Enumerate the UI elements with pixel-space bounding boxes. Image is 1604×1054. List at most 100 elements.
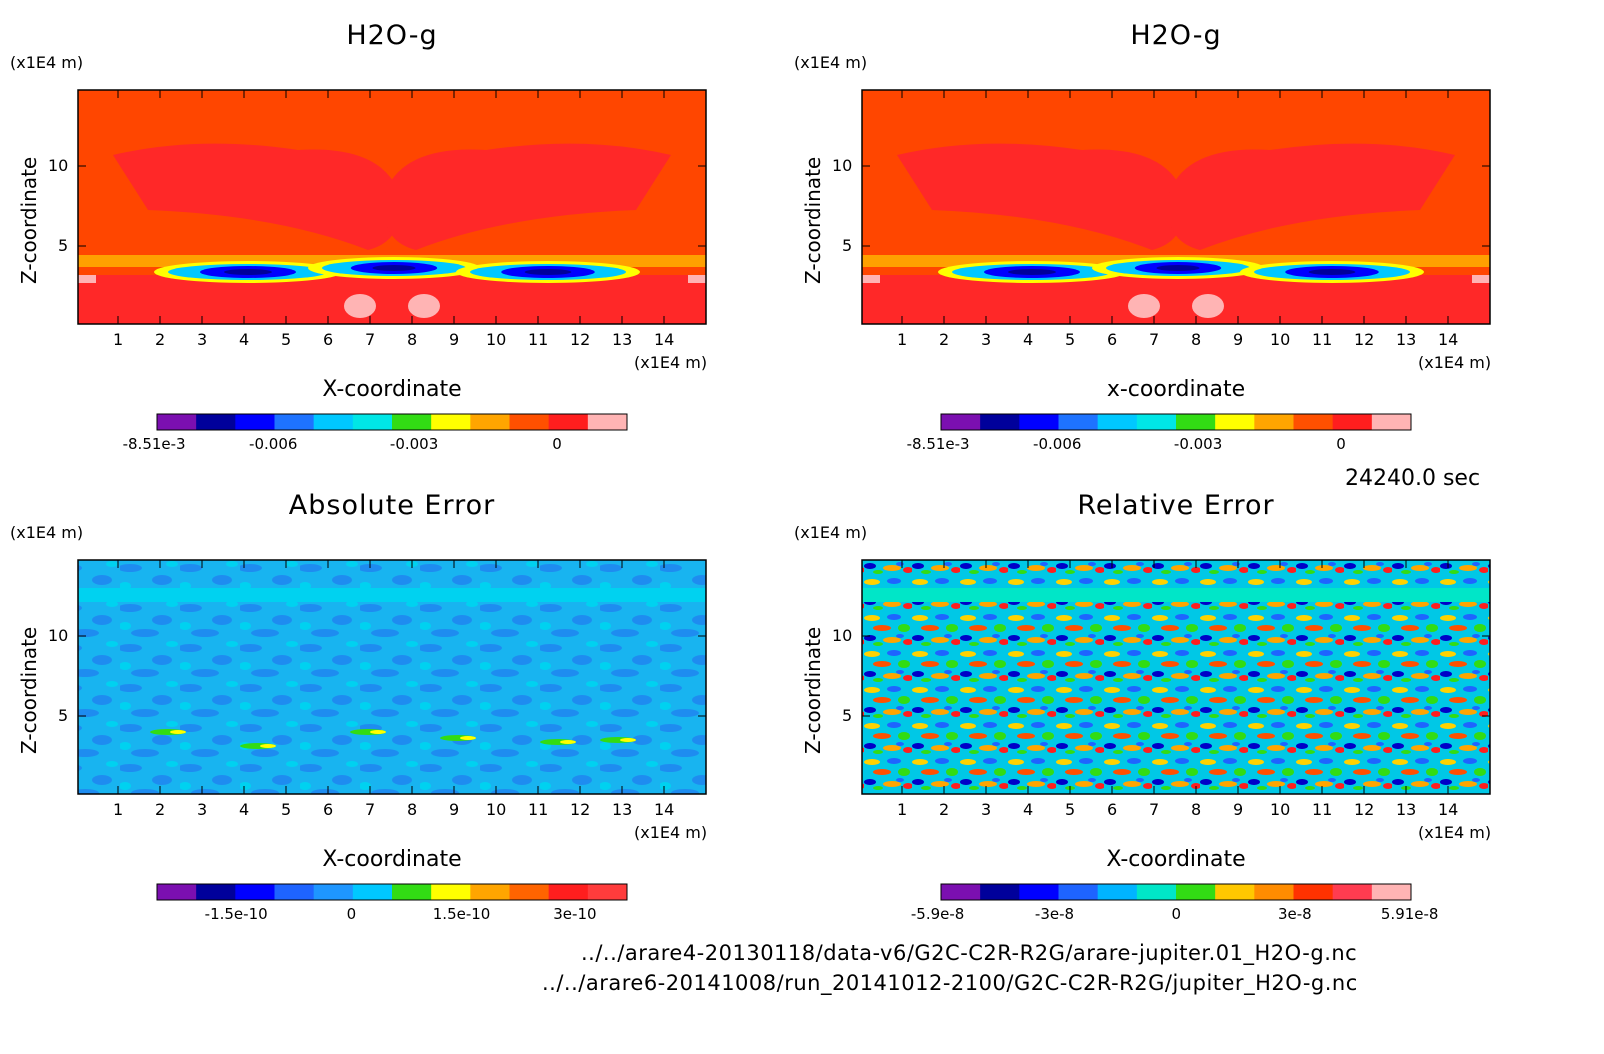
x-tick-label: 6 (1107, 330, 1118, 349)
colorbar-tick-label: 0 (346, 905, 357, 923)
field-region-lower (862, 275, 1490, 324)
colorbar-tick-label: -0.003 (389, 435, 439, 453)
colorbar-tick-label: -0.006 (249, 435, 298, 453)
x-tick-label: 4 (1023, 330, 1034, 349)
colorbar-segment (509, 884, 550, 900)
colorbar-segment (509, 414, 550, 430)
x-tick-label: 3 (981, 330, 992, 349)
file-path-2: ../../arare6-20141008/run_20141012-2100/… (542, 971, 1358, 995)
colorbar-tick-label: 3e-8 (1277, 905, 1312, 923)
colorbar-segment (470, 884, 510, 900)
colorbar-tick-label: 0 (552, 435, 562, 453)
colorbar-segment (313, 884, 354, 900)
y-tick-label: 5 (58, 236, 69, 255)
x-tick-label: 8 (1191, 800, 1202, 819)
x-tick-label: 8 (407, 330, 418, 349)
panel-title: Absolute Error (288, 490, 496, 521)
colorbar-segment (941, 414, 981, 430)
x-tick-label: 6 (323, 800, 334, 819)
colorbar-segment (313, 414, 354, 430)
field-pink-edge (862, 275, 880, 283)
x-tick-label: 4 (1023, 800, 1034, 819)
colorbar-segment (1332, 884, 1373, 900)
colorbar-tick-label: -0.003 (1173, 435, 1223, 453)
field-lens-core (524, 269, 572, 275)
x-tick-label: 1 (897, 800, 908, 819)
colorbar-segment (980, 884, 1020, 900)
field-band (862, 588, 1490, 602)
field-pink-edge (688, 275, 706, 283)
y-unit-label: (x1E4 m) (794, 523, 868, 542)
colorbar-tick-label: -5.9e-8 (910, 905, 965, 923)
x-tick-label: 2 (155, 330, 166, 349)
x-tick-label: 9 (449, 800, 460, 819)
x-tick-label: 11 (1312, 800, 1333, 819)
x-tick-label: 12 (1354, 330, 1375, 349)
x-tick-label: 10 (486, 800, 507, 819)
colorbar-tick-label: 1.5e-10 (432, 905, 491, 923)
time-label: 24240.0 sec (1345, 466, 1481, 491)
x-tick-label: 10 (1270, 800, 1291, 819)
colorbar-segment (1097, 414, 1138, 430)
x-tick-label: 14 (654, 330, 675, 349)
x-unit-label: (x1E4 m) (1418, 353, 1492, 372)
plot-frame (77, 89, 707, 325)
y-tick-label: 5 (842, 236, 853, 255)
x-tick-label: 5 (1065, 800, 1076, 819)
colorbar-tick-label: -8.51e-3 (906, 435, 970, 453)
field-blob-yellow (620, 738, 636, 742)
field-pink-blob (1128, 294, 1160, 318)
colorbar-segment (548, 884, 589, 900)
x-tick-label: 6 (323, 330, 334, 349)
x-tick-label: 2 (939, 800, 950, 819)
colorbar-segment (1136, 884, 1177, 900)
colorbar-segment (392, 884, 432, 900)
colorbar-segment (587, 884, 628, 900)
y-tick-label: 10 (832, 156, 853, 175)
x-tick-label: 2 (939, 330, 950, 349)
x-tick-label: 11 (528, 330, 549, 349)
x-tick-label: 13 (1396, 330, 1417, 349)
x-tick-label: 7 (365, 330, 376, 349)
panel-title: Relative Error (1077, 490, 1275, 521)
x-tick-label: 13 (612, 330, 633, 349)
x-unit-label: (x1E4 m) (1418, 823, 1492, 842)
colorbar-segment (1136, 414, 1177, 430)
x-tick-label: 5 (281, 330, 292, 349)
colorbar-segment (1371, 884, 1412, 900)
x-tick-label: 3 (197, 800, 208, 819)
x-unit-label: (x1E4 m) (634, 823, 708, 842)
x-tick-label: 8 (407, 800, 418, 819)
field-blob-yellow (560, 740, 576, 744)
colorbar-tick-label: -8.51e-3 (122, 435, 186, 453)
x-tick-label: 4 (239, 800, 250, 819)
field-region-upper-right (1168, 143, 1455, 250)
x-axis-label: X-coordinate (1106, 847, 1246, 872)
colorbar-segment (1215, 884, 1255, 900)
colorbar-tick-label: 0 (1336, 435, 1346, 453)
x-tick-label: 5 (1065, 330, 1076, 349)
colorbar-tick-label: -0.006 (1033, 435, 1082, 453)
field-lens-core (372, 265, 416, 271)
x-tick-label: 8 (1191, 330, 1202, 349)
x-axis-label: X-coordinate (322, 377, 462, 402)
field-blob-yellow (260, 744, 276, 748)
y-axis-label: Z-coordinate (17, 626, 41, 754)
x-tick-label: 1 (897, 330, 908, 349)
x-tick-label: 10 (1270, 330, 1291, 349)
field-pink-blob (344, 294, 376, 318)
x-unit-label: (x1E4 m) (634, 353, 708, 372)
field-region-upper-left (897, 143, 1184, 250)
colorbar-segment (392, 414, 432, 430)
field-blob-yellow (170, 730, 186, 734)
field-region-upper-left (113, 143, 400, 250)
y-tick-label: 10 (48, 626, 69, 645)
colorbar-segment (1019, 884, 1059, 900)
x-tick-label: 1 (113, 800, 124, 819)
x-tick-label: 4 (239, 330, 250, 349)
colorbar-segment (1254, 884, 1294, 900)
y-tick-label: 10 (832, 626, 853, 645)
x-tick-label: 11 (528, 800, 549, 819)
x-tick-label: 12 (570, 800, 591, 819)
